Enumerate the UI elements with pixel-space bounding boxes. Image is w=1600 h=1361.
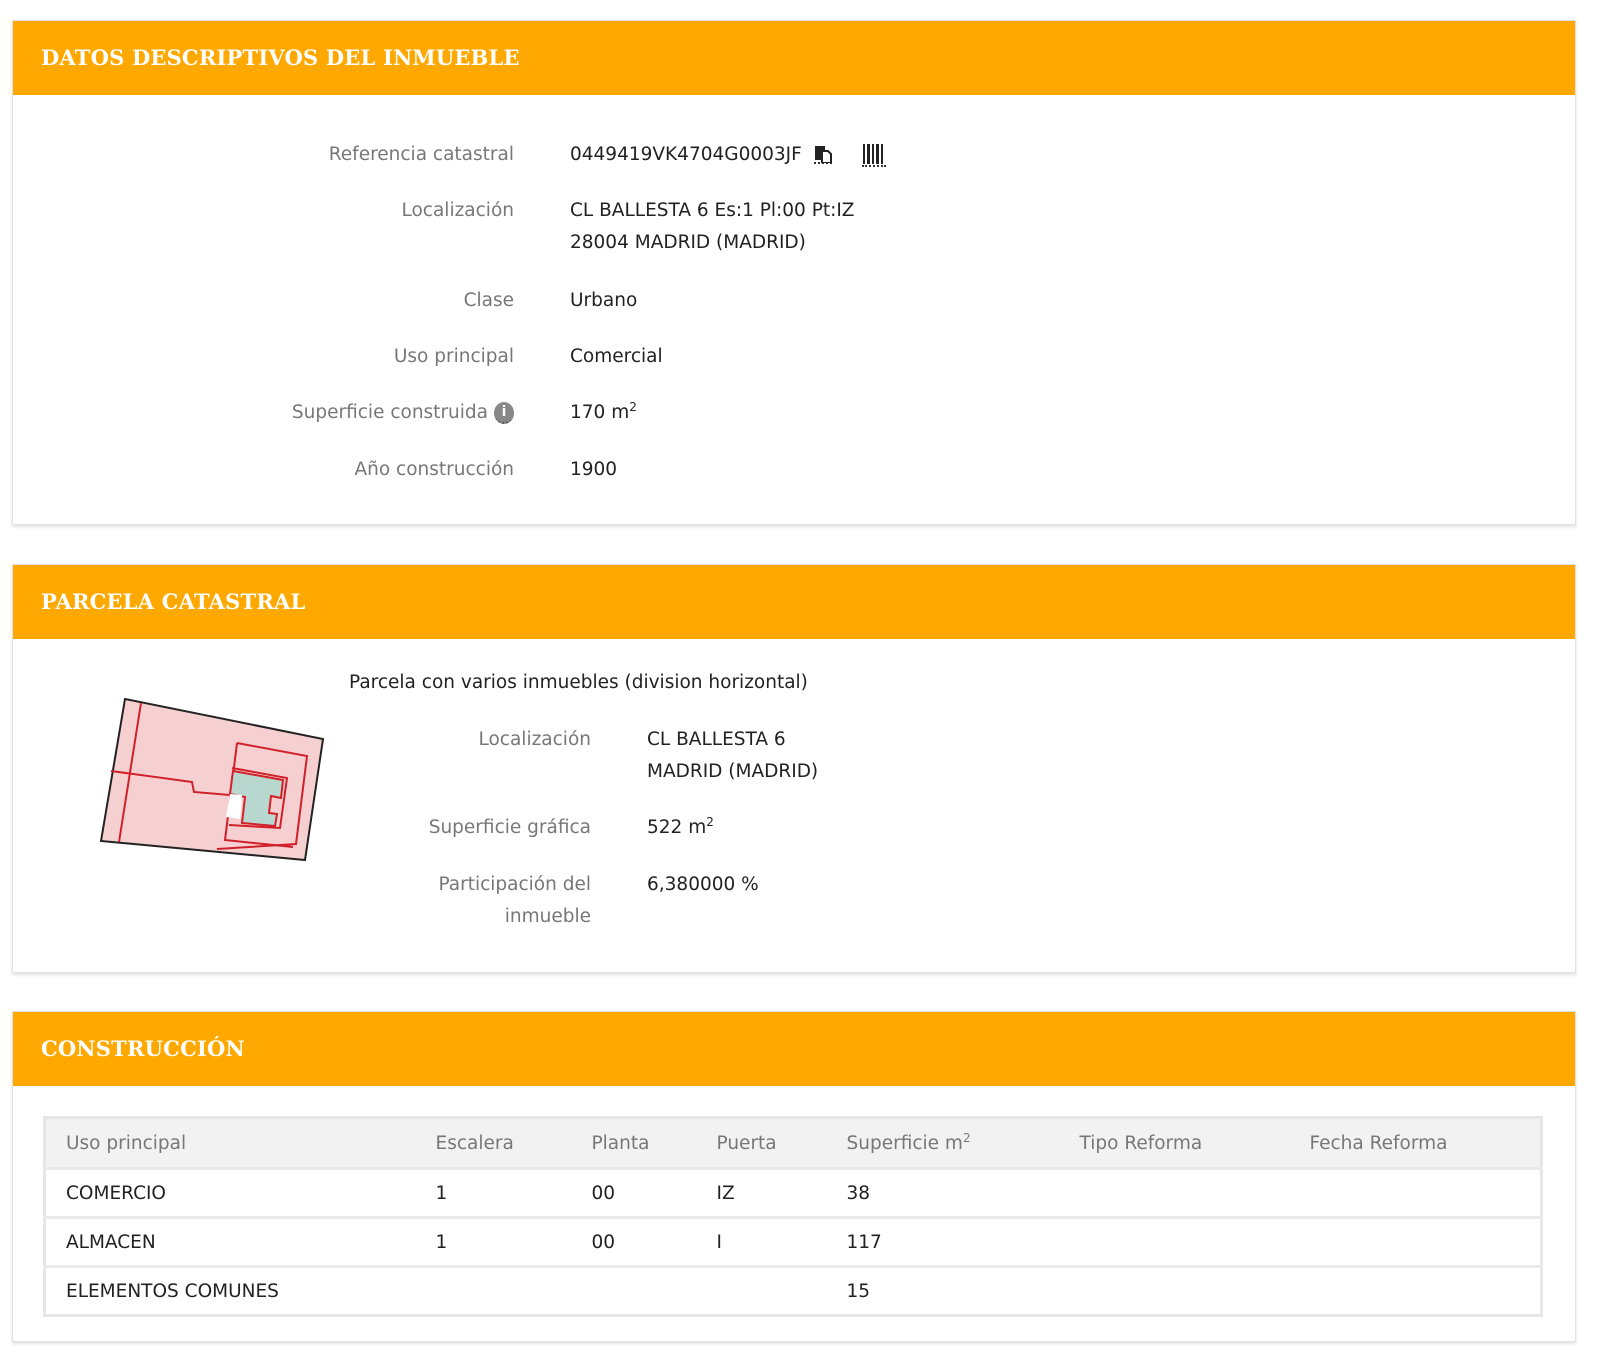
info-icon[interactable]: i	[494, 402, 514, 424]
localizacion-line1: CL BALLESTA 6	[647, 729, 786, 750]
unit-exponent: 2	[706, 815, 714, 829]
cell-puerta	[696, 1265, 827, 1316]
datos-descriptivos-panel: DATOS DESCRIPTIVOS DEL INMUEBLE Referenc…	[12, 20, 1576, 525]
header-puerta: Puerta	[696, 1117, 827, 1169]
participacion-value: 6,380000 %	[647, 874, 759, 895]
table-row: ELEMENTOS COMUNES 15	[44, 1265, 1542, 1316]
uso-label: Uso principal	[393, 346, 514, 367]
superficie-value: 170 m2	[570, 397, 637, 429]
clase-value: Urbano	[570, 290, 638, 311]
construccion-table: Uso principal Escalera Planta Puerta Sup…	[43, 1116, 1543, 1317]
cell-planta: 00	[571, 1167, 697, 1218]
parcel-map[interactable]	[97, 695, 329, 865]
cell-superficie: 38	[826, 1167, 1060, 1218]
cell-uso: ALMACEN	[44, 1216, 416, 1267]
superficie-label-text: Superficie construida	[291, 402, 488, 423]
cell-superficie: 15	[826, 1265, 1060, 1316]
referencia-label: Referencia catastral	[328, 144, 514, 165]
header-tipo-reforma: Tipo Reforma	[1059, 1117, 1290, 1169]
cell-escalera: 1	[415, 1167, 572, 1218]
participacion-label-1: Participación del	[438, 874, 591, 895]
cell-escalera	[415, 1265, 572, 1316]
header-superficie-text: Superficie m	[846, 1132, 963, 1154]
table-header-row: Uso principal Escalera Planta Puerta Sup…	[44, 1117, 1542, 1169]
participacion-label-2: inmueble	[504, 906, 591, 927]
localizacion-line1: CL BALLESTA 6 Es:1 Pl:00 Pt:IZ	[570, 200, 855, 221]
cell-planta	[571, 1265, 697, 1316]
cell-tipo-reforma	[1059, 1216, 1290, 1267]
clase-label: Clase	[463, 290, 514, 311]
cell-uso: COMERCIO	[44, 1167, 416, 1218]
header-superficie: Superficie m2	[826, 1117, 1060, 1169]
panel-title: PARCELA CATASTRAL	[13, 565, 1575, 639]
superficie-grafica-text: 522 m	[647, 817, 707, 838]
header-fecha-reforma: Fecha Reforma	[1289, 1117, 1542, 1169]
header-escalera: Escalera	[415, 1117, 572, 1169]
uso-value: Comercial	[570, 346, 663, 367]
unit-exponent: 2	[962, 1130, 971, 1145]
construccion-panel: CONSTRUCCIÓN Uso principal Escalera Plan…	[12, 1011, 1576, 1342]
barcode-icon[interactable]	[861, 143, 886, 167]
localizacion-label: Localización	[478, 729, 592, 750]
copy-icon[interactable]	[813, 142, 832, 164]
localizacion-label: Localización	[401, 200, 515, 221]
panel-title: CONSTRUCCIÓN	[13, 1012, 1575, 1086]
referencia-text: 0449419VK4704G0003JF	[570, 144, 802, 165]
cell-fecha-reforma	[1289, 1265, 1542, 1316]
superficie-grafica-label: Superficie gráfica	[428, 817, 591, 838]
superficie-value-text: 170 m	[570, 402, 630, 423]
cell-superficie: 117	[826, 1216, 1060, 1267]
cell-fecha-reforma	[1289, 1167, 1542, 1218]
anio-label: Año construcción	[354, 459, 514, 480]
cell-tipo-reforma	[1059, 1167, 1290, 1218]
header-planta: Planta	[571, 1117, 697, 1169]
table-row: COMERCIO 1 00 IZ 38	[44, 1167, 1542, 1218]
parcela-catastral-panel: PARCELA CATASTRAL Parcela con varios inm…	[12, 564, 1576, 973]
superficie-grafica-value: 522 m2	[647, 812, 714, 844]
localizacion-line2: 28004 MADRID (MADRID)	[570, 232, 806, 253]
anio-value: 1900	[570, 459, 618, 480]
cell-puerta: IZ	[696, 1167, 827, 1218]
cell-planta: 00	[571, 1216, 697, 1267]
cell-fecha-reforma	[1289, 1216, 1542, 1267]
header-uso: Uso principal	[44, 1117, 416, 1169]
cell-tipo-reforma	[1059, 1265, 1290, 1316]
superficie-label: Superficie construida i	[292, 397, 514, 429]
localizacion-line2: MADRID (MADRID)	[647, 761, 819, 782]
table-row: ALMACEN 1 00 I 117	[44, 1216, 1542, 1267]
unit-exponent: 2	[629, 400, 637, 414]
parcela-description: Parcela con varios inmuebles (division h…	[349, 672, 808, 693]
panel-title: DATOS DESCRIPTIVOS DEL INMUEBLE	[13, 21, 1575, 95]
cell-uso: ELEMENTOS COMUNES	[44, 1265, 416, 1316]
cell-escalera: 1	[415, 1216, 572, 1267]
cell-puerta: I	[696, 1216, 827, 1267]
referencia-value: 0449419VK4704G0003JF	[570, 139, 886, 171]
